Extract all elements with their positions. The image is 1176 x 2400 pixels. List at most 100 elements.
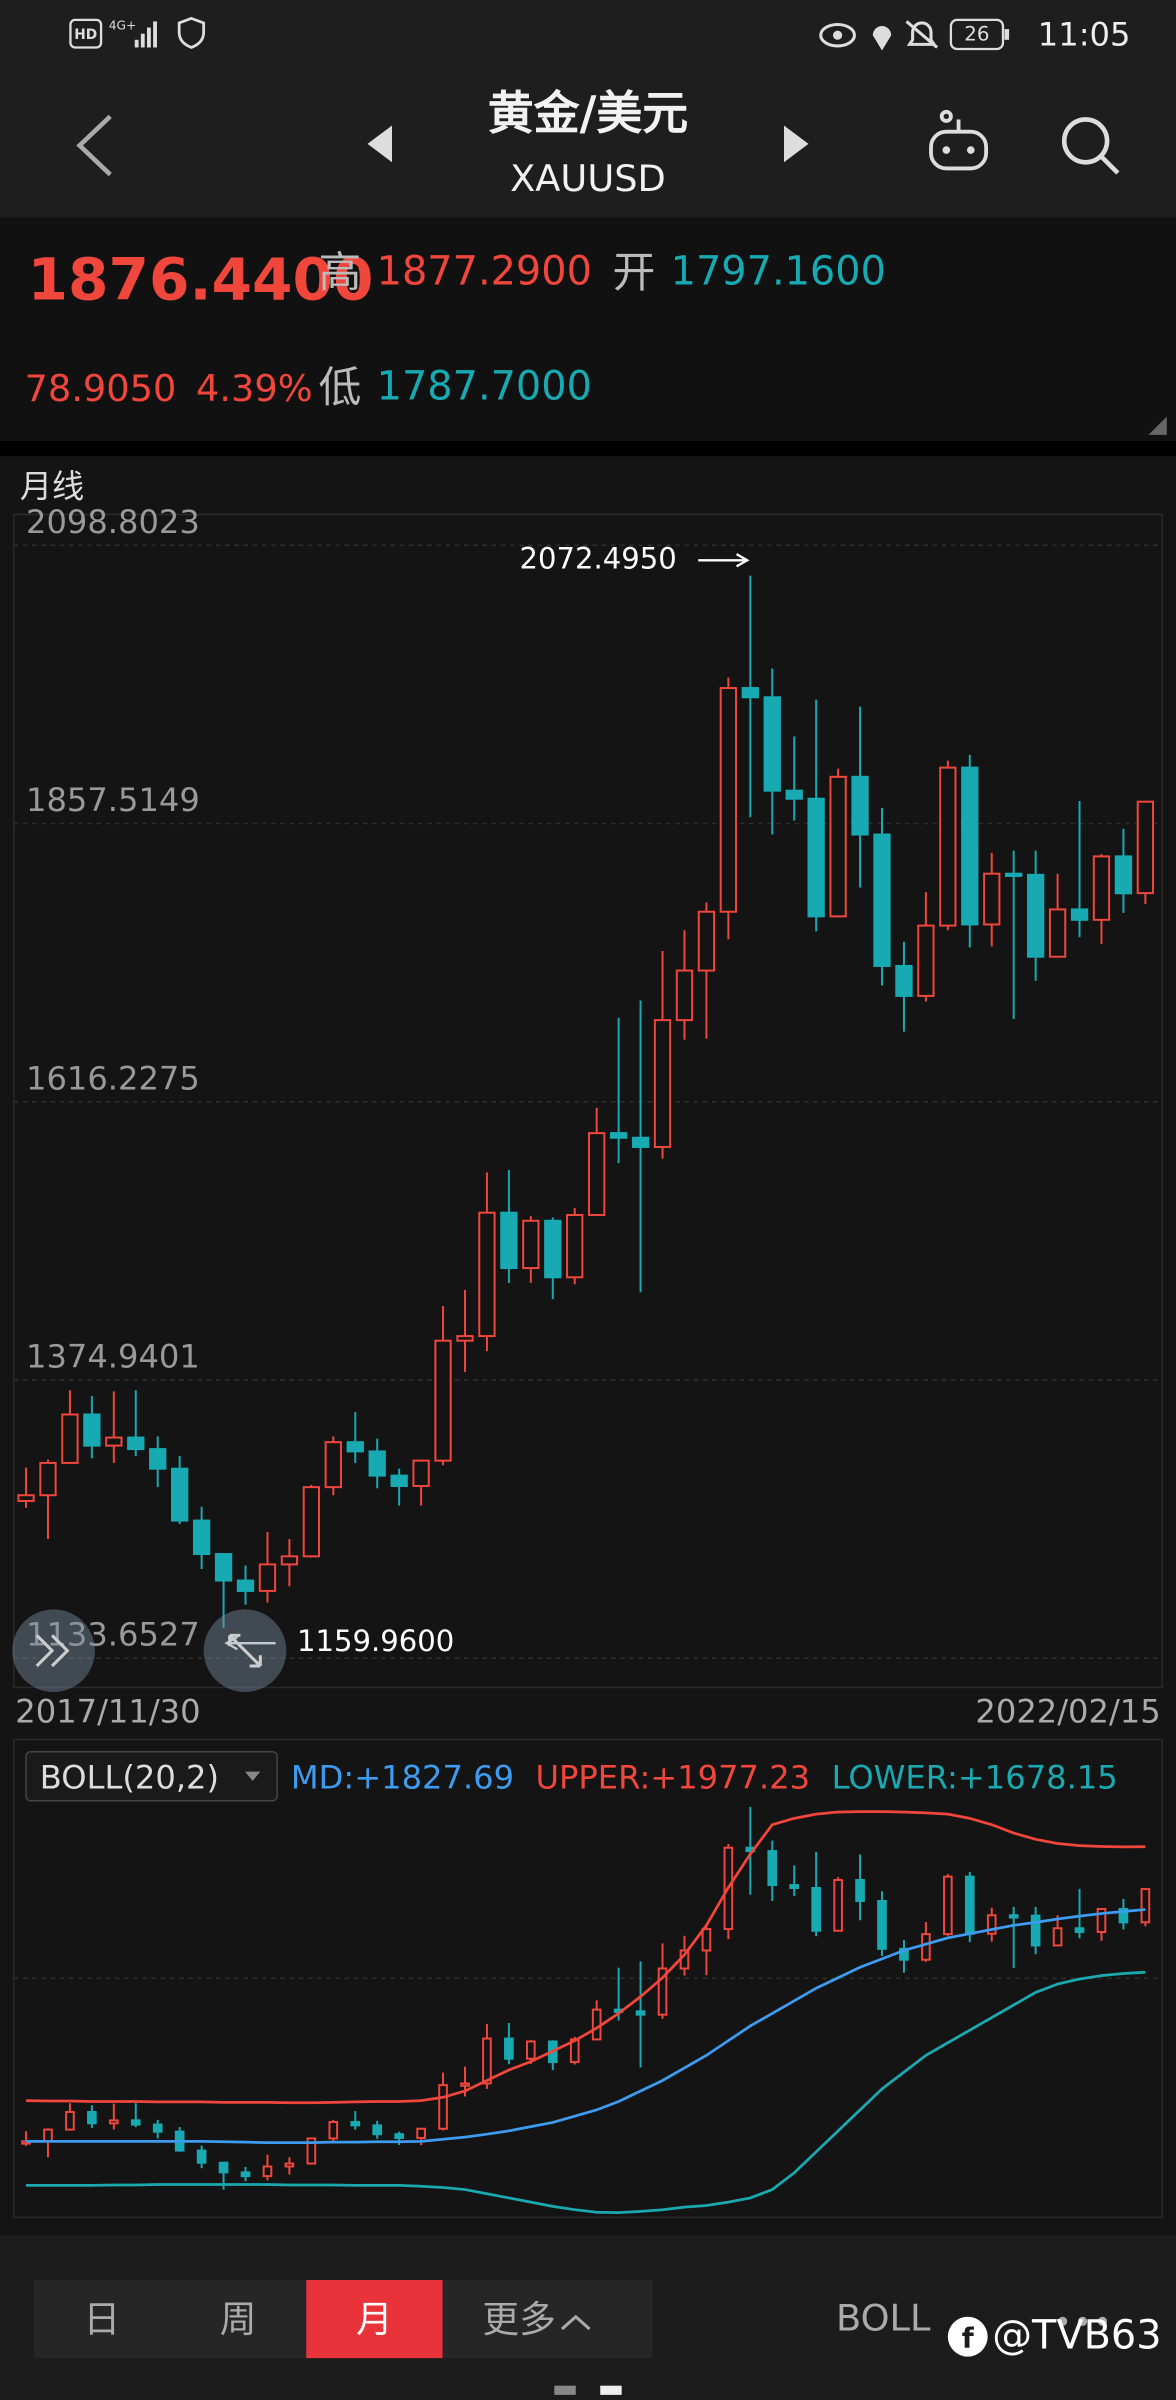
network: 4G+ xyxy=(109,19,137,33)
candle-body xyxy=(350,2121,361,2127)
battery-tip xyxy=(1004,29,1010,40)
candle-body xyxy=(1092,855,1111,921)
candle-body xyxy=(236,1579,255,1592)
candle-body xyxy=(346,1441,364,1453)
candle-body xyxy=(482,2037,492,2085)
indicator-button[interactable]: BOLL xyxy=(836,2296,931,2339)
start-date: 2017/11/30 xyxy=(15,1692,200,1730)
candle-body xyxy=(214,1553,233,1582)
candle-body xyxy=(149,1448,167,1470)
candle-body xyxy=(372,2124,383,2136)
candle-body xyxy=(811,1886,821,1932)
indicator-select[interactable] xyxy=(25,1750,278,1802)
candle-body xyxy=(324,1441,342,1489)
candle-body xyxy=(895,964,913,997)
candle-body xyxy=(701,1928,712,1952)
period-label: 月线 xyxy=(20,467,84,505)
max-label: 2072.4950 xyxy=(520,541,677,575)
dropdown-arrow xyxy=(245,1771,261,1781)
y-tick-label: 2098.8023 xyxy=(26,503,200,541)
signal-icon xyxy=(134,21,157,48)
candle-body xyxy=(917,924,935,997)
candle-body xyxy=(504,2037,514,2060)
next-button[interactable] xyxy=(784,125,809,163)
candle-body xyxy=(1005,872,1023,877)
hd-icon xyxy=(69,18,103,49)
candle-body xyxy=(961,766,979,926)
candle-body xyxy=(899,1947,909,1961)
min-label: 1159.9600 xyxy=(297,1624,454,1658)
y-tick-label: 1133.6527 xyxy=(26,1616,200,1654)
separator xyxy=(0,440,1176,457)
open-label: 开 xyxy=(613,248,656,298)
candle-body xyxy=(1048,908,1067,958)
candle-body xyxy=(873,833,891,967)
robot-eye xyxy=(942,146,951,154)
candle-body xyxy=(1026,873,1045,958)
boll-line xyxy=(26,1810,1146,2105)
candle-body xyxy=(438,2084,448,2130)
candle-body xyxy=(763,696,781,792)
candle-body xyxy=(478,1211,496,1338)
tab[interactable]: 月 xyxy=(356,2298,393,2341)
robot-button[interactable] xyxy=(929,109,989,171)
back-button[interactable] xyxy=(76,114,112,177)
candle-body xyxy=(1008,1914,1019,1919)
expand-corner[interactable] xyxy=(1148,416,1167,435)
more-dot xyxy=(1058,2316,1068,2326)
facebook-icon xyxy=(947,2316,988,2357)
open-value: 1797.1600 xyxy=(671,249,886,295)
vpn-icon xyxy=(177,16,206,49)
candle-body xyxy=(675,969,694,1022)
candle-body xyxy=(61,1413,79,1464)
candle-body xyxy=(1052,1927,1063,1947)
candle-body xyxy=(1136,800,1155,895)
candle-body xyxy=(284,2162,295,2168)
change: 78.9050 xyxy=(24,367,176,410)
candle-body xyxy=(412,1459,430,1487)
candle-body xyxy=(328,2121,339,2140)
candle-body xyxy=(829,775,847,918)
tab[interactable]: 周 xyxy=(220,2298,257,2341)
candle-body xyxy=(767,1850,778,1887)
candle-body xyxy=(526,2040,536,2060)
robot-eye xyxy=(966,146,975,154)
battery-level: 26 xyxy=(964,23,989,46)
candle-body xyxy=(460,2082,470,2087)
candle-body xyxy=(1030,1914,1041,1947)
candle-body xyxy=(631,1136,650,1148)
candle-body xyxy=(262,2165,273,2178)
candle-body xyxy=(218,2161,229,2174)
candle-body xyxy=(789,1884,800,1889)
fullscreen-icon xyxy=(228,1633,262,1668)
quote-bg xyxy=(0,217,1176,441)
candle-body xyxy=(964,1875,975,1935)
candle-body xyxy=(130,2119,141,2126)
candle-body xyxy=(855,1879,865,1902)
indicator-name: BOLL(20,2) xyxy=(40,1758,219,1796)
candle-body xyxy=(43,2128,53,2143)
tab[interactable]: 日 xyxy=(83,2298,120,2341)
legend-entry: MD:+1827.69 xyxy=(291,1758,514,1796)
candle-body xyxy=(566,1214,584,1279)
facebook-f: f xyxy=(962,2323,975,2355)
tab[interactable]: 更多 xyxy=(482,2298,555,2341)
candle-body xyxy=(240,2171,251,2178)
tab-chevron xyxy=(560,2314,591,2331)
search-button[interactable] xyxy=(1061,117,1120,175)
candle-body xyxy=(108,2119,119,2125)
high-label: 高 xyxy=(318,248,361,298)
battery-icon xyxy=(949,18,1005,51)
candle-body xyxy=(394,2133,404,2139)
watermark: @TVB63 xyxy=(992,2313,1161,2359)
clock: 11:05 xyxy=(1038,16,1131,54)
candle-body xyxy=(17,1494,35,1502)
candle-body xyxy=(127,1436,145,1451)
max-arrow xyxy=(698,553,750,568)
top-bar-bg xyxy=(0,0,1176,218)
boll-line xyxy=(26,1970,1146,2215)
prev-button[interactable] xyxy=(367,125,393,163)
candle-body xyxy=(983,872,1001,926)
